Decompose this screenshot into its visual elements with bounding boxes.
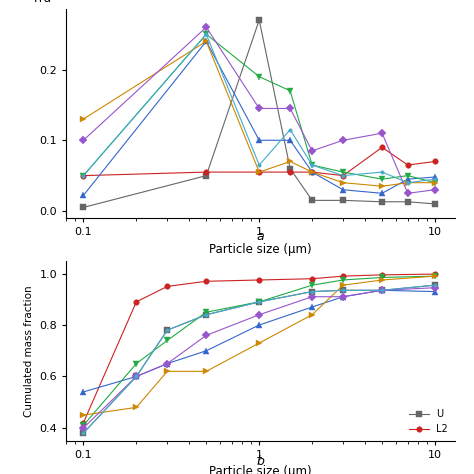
L6 [203,332,209,338]
Text: a: a [257,230,264,243]
L3 [309,304,315,310]
L5 [309,312,315,318]
L6 [340,294,346,300]
L3 [256,322,262,328]
L4 [432,273,438,279]
L7 [379,287,385,293]
X-axis label: Particle size (μm): Particle size (μm) [210,243,312,255]
L6 [432,285,438,291]
L2 [256,277,262,283]
L7 [81,430,86,436]
Y-axis label: Fra: Fra [34,0,52,5]
L6 [379,287,385,293]
U [134,374,139,379]
Line: L4: L4 [81,273,438,428]
L2 [379,272,385,278]
L4 [81,422,86,428]
U [340,287,346,293]
Text: b: b [257,455,264,468]
L7 [432,283,438,288]
L5 [256,340,262,346]
L2 [432,271,438,277]
Line: U: U [81,283,438,436]
Line: L3: L3 [81,288,438,395]
L7 [164,328,170,333]
L3 [379,287,385,293]
L3 [203,348,209,354]
U [379,287,385,293]
U [164,328,170,333]
L4 [309,283,315,288]
L3 [340,294,346,300]
Line: L7: L7 [80,282,438,437]
Y-axis label: Cumulated mass fraction: Cumulated mass fraction [24,285,34,417]
L4 [256,299,262,305]
L5 [203,368,209,374]
L7 [203,312,209,318]
Line: L6: L6 [81,285,438,431]
L4 [203,310,209,315]
L2 [340,273,346,279]
L3 [164,361,170,366]
L4 [340,277,346,283]
L7 [309,289,315,294]
Line: L5: L5 [81,273,438,418]
L5 [340,283,346,288]
L5 [379,277,385,283]
Line: L2: L2 [81,271,438,426]
L4 [164,337,170,343]
L4 [379,274,385,280]
U [432,283,438,288]
L5 [134,404,139,410]
L2 [164,283,170,289]
L4 [134,361,139,366]
L6 [309,294,315,300]
L6 [164,361,170,366]
L2 [81,420,86,426]
L7 [256,299,262,305]
U [256,299,262,305]
L3 [432,289,438,294]
L2 [203,278,209,284]
X-axis label: Particle size (μm): Particle size (μm) [210,465,312,474]
Legend: U, L2: U, L2 [407,407,450,436]
L7 [340,287,346,293]
L2 [309,276,315,282]
L6 [134,374,139,379]
U [81,430,86,436]
L2 [134,299,139,305]
L6 [256,312,262,318]
L3 [81,389,86,395]
L6 [81,425,86,431]
L5 [164,368,170,374]
L3 [134,374,139,379]
U [203,312,209,318]
U [309,289,315,294]
L5 [432,273,438,279]
L7 [134,374,139,379]
L5 [81,412,86,418]
